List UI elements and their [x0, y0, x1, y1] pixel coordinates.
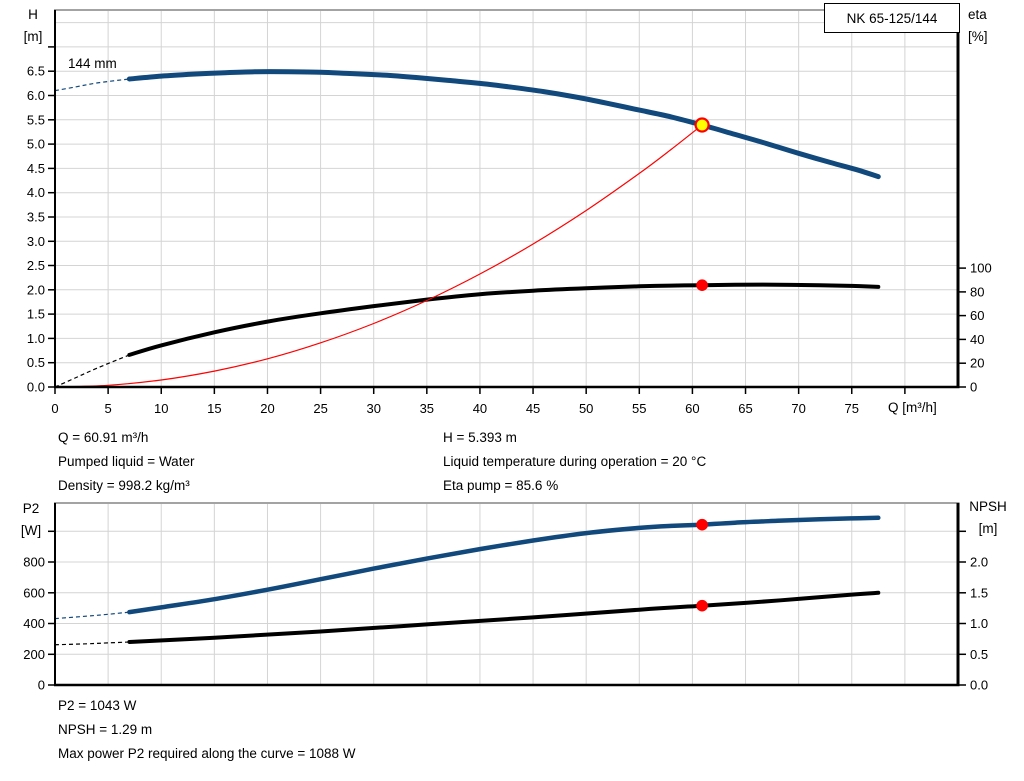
duty-point-head-marker — [694, 117, 710, 133]
npsh-curve-dashed — [54, 641, 130, 646]
p2-value: P2 = 1043 W — [58, 698, 137, 713]
eta-axis-title: eta [%] — [968, 7, 988, 44]
right-tick-label: 100 — [970, 261, 992, 276]
left-tick-label: 0.0 — [27, 380, 45, 395]
power-annotation: P2 = 1043 W NPSH = 1.29 m Max power P2 r… — [58, 694, 356, 766]
head-curve — [126, 69, 881, 180]
pumped-liquid-value: Pumped liquid = Water — [58, 454, 195, 469]
flow-axis-title: Q [m³/h] — [888, 400, 937, 415]
left-tick-label: 2.0 — [27, 282, 45, 297]
efficiency-curve-dashed — [54, 354, 130, 388]
left-tick-label: 2.5 — [27, 258, 45, 273]
x-tick-label: 40 — [473, 401, 487, 416]
power-curve — [127, 515, 881, 615]
npsh-curve — [127, 590, 881, 644]
head-axis-title: H [m] — [23, 7, 43, 44]
x-tick-label: 50 — [579, 401, 593, 416]
x-tick-label: 65 — [738, 401, 752, 416]
left-tick-label: 800 — [23, 555, 45, 570]
pump-model-box: NK 65-125/144 — [824, 3, 960, 33]
right-tick-label: 1.0 — [970, 616, 988, 631]
power-npsh-chart: 0 200 400 600 800 0.0 0.5 1.0 1.5 2.0 — [23, 502, 988, 693]
right-tick-label: 80 — [970, 284, 984, 299]
left-tick-label: 0.5 — [27, 355, 45, 370]
left-tick-label: 3.0 — [27, 234, 45, 249]
left-tick-label: 6.5 — [27, 64, 45, 79]
npsh-value: NPSH = 1.29 m — [58, 722, 153, 737]
left-tick-label: 5.5 — [27, 112, 45, 127]
x-tick-label: 0 — [51, 401, 58, 416]
right-tick-label: 1.5 — [970, 585, 988, 600]
x-tick-label: 60 — [685, 401, 699, 416]
left-tick-label: 0 — [38, 678, 45, 693]
right-tick-label: 2.0 — [970, 555, 988, 570]
right-tick-label: 40 — [970, 332, 984, 347]
right-tick-label: 0.5 — [970, 647, 988, 662]
npsh-axis-title: NPSH [m] — [969, 499, 1007, 536]
qh-efficiency-chart: 0 5 10 15 20 25 30 35 40 45 50 55 60 65 70 75 0.0 0.5 1.0 1… — [27, 9, 992, 416]
left-tick-label: 200 — [23, 647, 45, 662]
left-tick-label: 1.5 — [27, 307, 45, 322]
efficiency-curve — [127, 282, 881, 357]
left-tick-label: 6.0 — [27, 88, 45, 103]
left-tick-label: 1.0 — [27, 331, 45, 346]
x-tick-label: 20 — [260, 401, 274, 416]
left-tick-label: 600 — [23, 585, 45, 600]
liquid-temperature-value: Liquid temperature during operation = 20… — [443, 454, 707, 469]
x-tick-label: 75 — [845, 401, 859, 416]
left-tick-label: 5.0 — [27, 137, 45, 152]
power-curve-dashed — [54, 611, 130, 620]
duty-point-power-marker — [696, 518, 708, 531]
head-curve-dashed — [54, 78, 130, 92]
left-tick-label: 3.5 — [27, 209, 45, 224]
eta-pump-value: Eta pump = 85.6 % — [443, 478, 559, 493]
right-tick-label: 0.0 — [970, 678, 988, 693]
impeller-diameter-label: 144 mm — [68, 56, 117, 71]
left-tick-label: 4.0 — [27, 185, 45, 200]
x-tick-label: 55 — [632, 401, 646, 416]
duty-point-eta-marker — [696, 279, 708, 292]
system-curve — [54, 124, 703, 388]
x-tick-label: 45 — [526, 401, 540, 416]
right-tick-label: 0 — [970, 380, 977, 395]
x-tick-label: 15 — [207, 401, 221, 416]
x-tick-label: 5 — [105, 401, 112, 416]
x-tick-label: 70 — [791, 401, 805, 416]
left-tick-label: 4.5 — [27, 161, 45, 176]
duty-point-npsh-marker — [696, 599, 708, 612]
power-axis-title: P2 [W] — [20, 501, 42, 538]
left-tick-label: 400 — [23, 616, 45, 631]
flow-value: Q = 60.91 m³/h — [58, 430, 149, 445]
right-tick-label: 20 — [970, 356, 984, 371]
right-tick-label: 60 — [970, 308, 984, 323]
x-tick-label: 10 — [154, 401, 168, 416]
x-tick-label: 35 — [420, 401, 434, 416]
duty-annotation-left: Q = 60.91 m³/h Pumped liquid = Water Den… — [58, 426, 194, 498]
x-tick-label: 25 — [313, 401, 327, 416]
x-tick-label: 30 — [366, 401, 380, 416]
density-value: Density = 998.2 kg/m³ — [58, 478, 190, 493]
duty-annotation-right: H = 5.393 m Liquid temperature during op… — [443, 426, 706, 498]
head-value: H = 5.393 m — [443, 430, 517, 445]
max-power-value: Max power P2 required along the curve = … — [58, 746, 356, 761]
